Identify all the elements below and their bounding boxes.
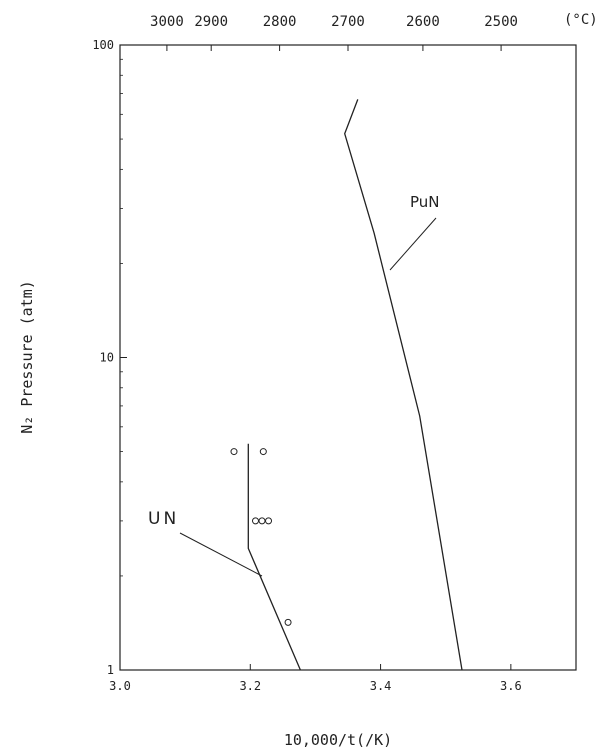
y-tick-label: 100 bbox=[92, 38, 114, 52]
un-label: UN bbox=[148, 509, 179, 529]
plot-frame bbox=[119, 44, 577, 671]
x-tick-label: 3.0 bbox=[109, 679, 131, 693]
top-tick-label: 2500 bbox=[484, 14, 518, 30]
top-tick-label: 2800 bbox=[263, 14, 297, 30]
x-axis-title: 10,000/t(/K) bbox=[284, 731, 392, 749]
y-axis: 1 10 100 bbox=[92, 38, 127, 677]
data-point bbox=[284, 618, 292, 626]
y-tick-label: 1 bbox=[107, 663, 114, 677]
series-line-pun bbox=[344, 99, 463, 671]
marker-layer bbox=[230, 448, 292, 626]
data-point bbox=[259, 448, 267, 456]
y-axis-title: N₂ Pressure (atm) bbox=[18, 280, 36, 434]
top-axis-unit: (°C) bbox=[564, 12, 598, 28]
x-tick-label: 3.2 bbox=[239, 679, 261, 693]
data-point bbox=[258, 517, 266, 525]
top-tick-label: 2900 bbox=[194, 14, 228, 30]
data-point bbox=[251, 517, 259, 525]
pun-label: PuN bbox=[410, 193, 440, 211]
pun-leader-line bbox=[389, 217, 437, 271]
x-axis: 3.0 3.2 3.4 3.6 bbox=[109, 664, 522, 693]
y-tick-label: 10 bbox=[100, 351, 114, 365]
x-tick-label: 3.4 bbox=[370, 679, 392, 693]
top-tick-label: 3000 bbox=[150, 14, 184, 30]
top-tick-label: 2700 bbox=[331, 14, 365, 30]
top-axis: 3000 2900 2800 2700 2600 2500 bbox=[150, 14, 518, 51]
series-layer bbox=[247, 99, 463, 671]
un-leader-line bbox=[179, 532, 263, 577]
x-tick-label: 3.6 bbox=[500, 679, 522, 693]
top-tick-label: 2600 bbox=[406, 14, 440, 30]
series-line-un bbox=[247, 443, 301, 671]
data-point bbox=[265, 517, 273, 525]
data-point bbox=[230, 448, 238, 456]
